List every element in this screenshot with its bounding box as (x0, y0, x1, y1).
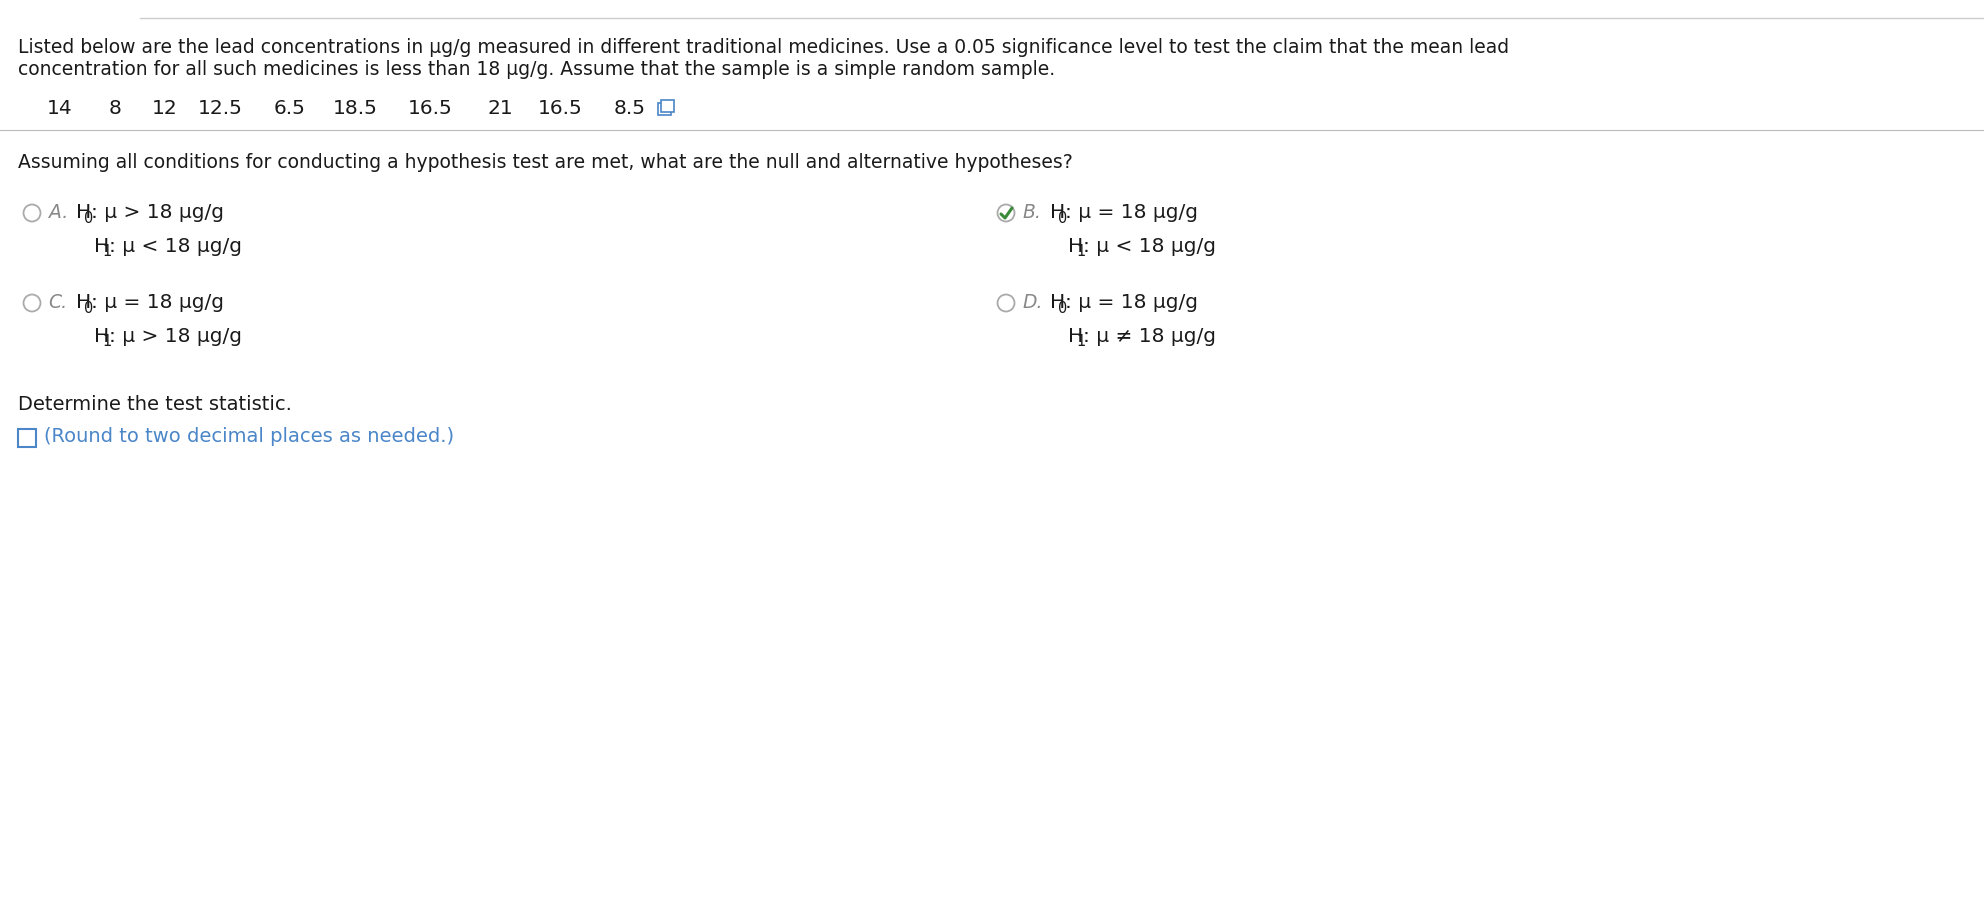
Text: D.: D. (1022, 294, 1044, 313)
Text: H: H (1067, 326, 1083, 345)
Text: : μ < 18 μg/g: : μ < 18 μg/g (109, 236, 242, 255)
Text: H: H (93, 236, 109, 255)
Text: H: H (1050, 204, 1065, 223)
Text: H: H (93, 326, 109, 345)
Text: : μ = 18 μg/g: : μ = 18 μg/g (1065, 204, 1198, 223)
Text: 16.5: 16.5 (407, 99, 452, 118)
Text: Listed below are the lead concentrations in μg/g measured in different tradition: Listed below are the lead concentrations… (18, 38, 1510, 57)
Text: : μ = 18 μg/g: : μ = 18 μg/g (1065, 294, 1198, 313)
Text: 21: 21 (488, 99, 514, 118)
Text: 14: 14 (48, 99, 73, 118)
Text: : μ < 18 μg/g: : μ < 18 μg/g (1083, 236, 1216, 255)
Text: 6.5: 6.5 (274, 99, 306, 118)
Text: B.: B. (1022, 204, 1042, 223)
Text: A.: A. (48, 204, 67, 223)
FancyBboxPatch shape (18, 429, 36, 447)
Text: (Round to two decimal places as needed.): (Round to two decimal places as needed.) (44, 428, 454, 447)
Text: 0: 0 (85, 211, 93, 226)
Text: H: H (75, 204, 91, 223)
Text: 12.5: 12.5 (198, 99, 242, 118)
Text: concentration for all such medicines is less than 18 μg/g. Assume that the sampl: concentration for all such medicines is … (18, 60, 1055, 79)
FancyBboxPatch shape (659, 103, 671, 115)
Text: Determine the test statistic.: Determine the test statistic. (18, 395, 292, 414)
Text: 0: 0 (1059, 301, 1067, 316)
Text: H: H (1050, 294, 1065, 313)
Text: 1: 1 (1077, 244, 1085, 259)
Text: : μ > 18 μg/g: : μ > 18 μg/g (109, 326, 242, 345)
Text: 18.5: 18.5 (333, 99, 377, 118)
Text: : μ > 18 μg/g: : μ > 18 μg/g (91, 204, 224, 223)
Text: : μ ≠ 18 μg/g: : μ ≠ 18 μg/g (1083, 326, 1216, 345)
Text: 12: 12 (153, 99, 179, 118)
Text: H: H (75, 294, 91, 313)
Text: 8: 8 (109, 99, 121, 118)
FancyBboxPatch shape (661, 100, 675, 112)
Text: C.: C. (48, 294, 67, 313)
Text: 0: 0 (85, 301, 93, 316)
Text: Assuming all conditions for conducting a hypothesis test are met, what are the n: Assuming all conditions for conducting a… (18, 153, 1073, 172)
Text: 16.5: 16.5 (538, 99, 583, 118)
Text: 0: 0 (1059, 211, 1067, 226)
Text: 1: 1 (103, 244, 111, 259)
Text: 8.5: 8.5 (613, 99, 647, 118)
Text: H: H (1067, 236, 1083, 255)
Text: 1: 1 (103, 334, 111, 349)
Text: 1: 1 (1077, 334, 1085, 349)
Text: : μ = 18 μg/g: : μ = 18 μg/g (91, 294, 224, 313)
